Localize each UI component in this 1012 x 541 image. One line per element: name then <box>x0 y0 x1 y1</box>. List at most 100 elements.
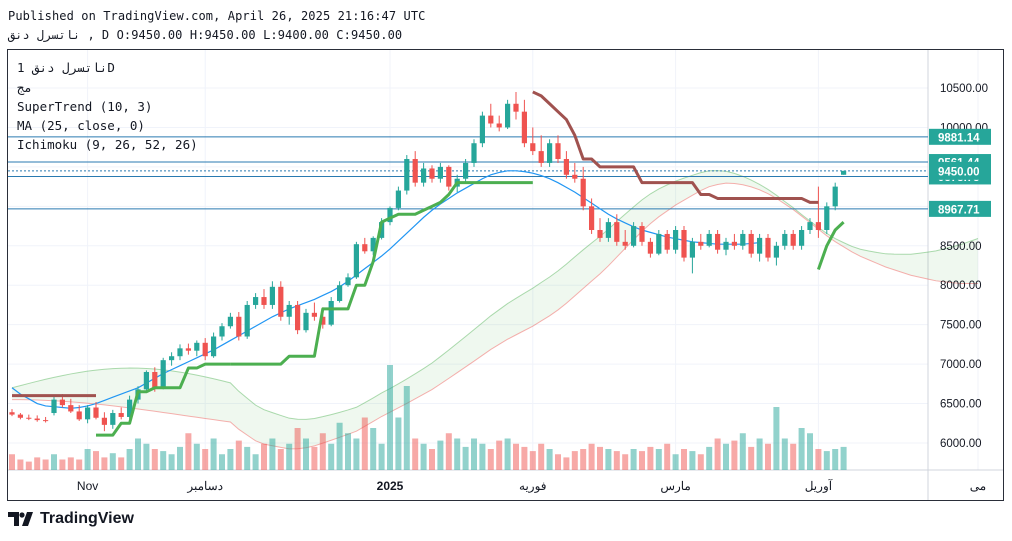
volume-bar-39 <box>336 422 343 470</box>
candle-body-78 <box>664 233 670 250</box>
x-tick-label-2: 2025 <box>377 479 404 493</box>
volume-bar-91 <box>773 407 780 470</box>
candle-body-60 <box>513 103 519 112</box>
candle-body-71 <box>605 222 611 238</box>
candle-body-16 <box>143 372 149 390</box>
volume-bar-30 <box>261 443 267 470</box>
published-line: Published on TradingView.com, April 26, … <box>8 9 426 23</box>
volume-bar-98 <box>832 449 839 470</box>
candle-body-26 <box>227 316 233 327</box>
candle-body-3 <box>34 418 40 421</box>
legend-symbol[interactable]: ناتسرل دنق 1D <box>17 60 115 75</box>
candle-body-85 <box>723 241 729 250</box>
x-tick-label-6: می <box>970 479 986 493</box>
candle-body-56 <box>479 115 485 144</box>
volume-bar-87 <box>739 433 746 470</box>
volume-bar-22 <box>193 443 200 470</box>
volume-bar-24 <box>210 438 217 470</box>
candle-body-62 <box>530 143 536 152</box>
volume-bar-68 <box>580 449 587 470</box>
ichimoku-cloud <box>12 170 978 449</box>
volume-bar-84 <box>714 438 721 470</box>
volume-bar-71 <box>605 449 612 470</box>
volume-bar-99 <box>840 446 847 470</box>
candle-body-57 <box>488 115 494 124</box>
last-price-tag: 9450.00 <box>938 166 980 178</box>
legend-ichimoku[interactable]: Ichimoku (9, 26, 52, 26) <box>17 137 198 152</box>
last-price-tag-bg <box>929 161 991 180</box>
volume-bar-96 <box>815 449 822 470</box>
volume-bar-2 <box>25 461 32 470</box>
volume-bar-29 <box>252 454 259 470</box>
candle-body-8 <box>76 411 82 420</box>
candle-body-90 <box>765 237 771 258</box>
candle-body-20 <box>177 348 183 357</box>
candle-body-30 <box>261 297 267 305</box>
candle-body-35 <box>303 312 309 331</box>
candle-body-45 <box>387 207 393 223</box>
candle-body-11 <box>101 417 107 425</box>
candle-body-39 <box>337 285 343 301</box>
candle-body-40 <box>345 277 351 286</box>
volume-bar-89 <box>756 438 763 470</box>
candle-body-17 <box>152 372 158 388</box>
volume-bar-60 <box>513 443 519 470</box>
volume-bar-49 <box>420 443 427 470</box>
candle-body-63 <box>538 151 544 163</box>
volume-bar-31 <box>269 438 276 470</box>
volume-bar-85 <box>723 443 729 470</box>
level-tag-bg-0 <box>929 128 991 145</box>
candle-body-44 <box>379 222 385 238</box>
candle-body-99 <box>841 170 847 175</box>
candle-body-41 <box>353 244 359 278</box>
volume-bar-25 <box>219 454 225 470</box>
candle-body-91 <box>773 245 779 258</box>
volume-bar-32 <box>277 449 284 470</box>
legend-supertrend[interactable]: SuperTrend (10, 3) <box>17 99 153 114</box>
candle-body-19 <box>169 356 175 361</box>
candle-body-97 <box>824 206 830 230</box>
candle-body-70 <box>597 230 603 238</box>
candle-body-87 <box>740 233 746 246</box>
candle-body-77 <box>656 233 662 254</box>
candle-body-59 <box>505 103 511 128</box>
volume-bar-7 <box>67 457 74 470</box>
legend-ma[interactable]: MA (25, close, 0) <box>17 118 145 133</box>
candle-body-69 <box>589 206 595 230</box>
volume-bar-20 <box>177 446 183 470</box>
volume-bar-15 <box>135 438 141 470</box>
x-tick-label-3: فوریه <box>519 479 547 493</box>
legend-volume[interactable]: مج <box>17 80 33 95</box>
candle-body-89 <box>757 237 763 254</box>
supertrend-segment-4 <box>816 221 845 270</box>
candle-body-27 <box>236 316 242 337</box>
volume-bar-90 <box>765 443 771 470</box>
volume-bar-56 <box>479 443 486 470</box>
candle-body-50 <box>429 168 435 179</box>
candle-body-76 <box>647 241 653 254</box>
volume-bar-93 <box>790 443 797 470</box>
candle-body-31 <box>269 286 275 305</box>
brand-name: TradingView <box>40 510 134 527</box>
chart-frame[interactable] <box>7 49 1004 501</box>
volume-bar-50 <box>429 449 435 470</box>
candle-body-10 <box>93 407 99 418</box>
volume-bar-58 <box>496 440 503 470</box>
candle-body-61 <box>521 111 527 144</box>
x-tick-label-1: دسامبر <box>186 479 223 493</box>
volume-bar-8 <box>76 459 83 470</box>
candle-body-55 <box>471 143 477 163</box>
candle-body-25 <box>219 326 225 337</box>
volume-bar-19 <box>168 454 175 470</box>
volume-bar-92 <box>781 438 788 470</box>
volume-bar-1 <box>17 459 24 470</box>
x-tick-label-5: آوریل <box>805 478 833 493</box>
candle-body-48 <box>412 159 418 183</box>
volume-bar-52 <box>445 433 452 470</box>
candle-body-12 <box>110 413 116 425</box>
supertrend-segment-3 <box>532 90 819 204</box>
candle-body-43 <box>370 237 376 252</box>
y-tick-label-4: 8500.00 <box>940 241 982 253</box>
volume-bar-35 <box>303 438 309 470</box>
